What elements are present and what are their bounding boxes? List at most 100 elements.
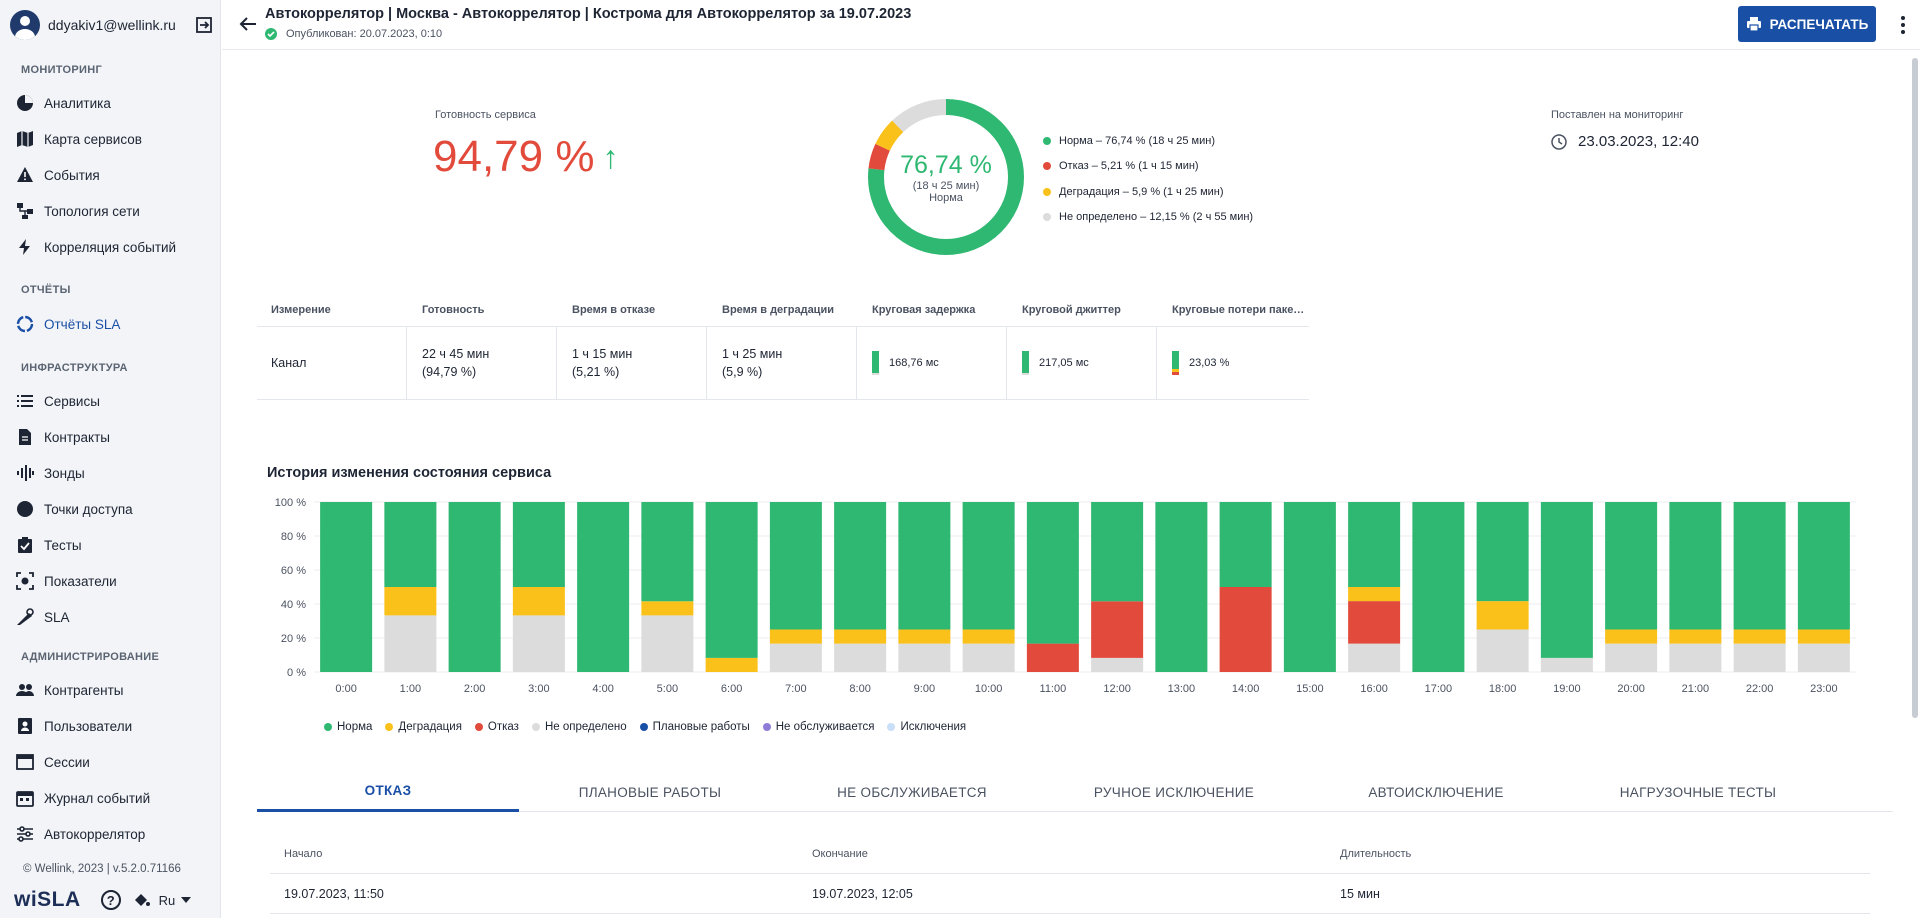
bar-segment[interactable]	[1283, 502, 1336, 672]
bar-segment[interactable]	[834, 629, 887, 644]
sidebar-item-events[interactable]: События	[14, 160, 214, 190]
legend-item[interactable]: Норма	[324, 721, 372, 733]
back-arrow-icon[interactable]	[236, 12, 260, 36]
bar-segment[interactable]	[898, 643, 951, 672]
bar-segment[interactable]	[512, 502, 565, 587]
bar-segment[interactable]	[641, 601, 694, 616]
legend-item[interactable]: Не обслуживается	[762, 721, 874, 733]
sidebar-item-probes[interactable]: Зонды	[14, 458, 214, 488]
bar-segment[interactable]	[1348, 502, 1401, 587]
sidebar-item-sla[interactable]: SLA	[14, 602, 214, 632]
bar-segment[interactable]	[577, 502, 630, 672]
bar-segment[interactable]	[384, 587, 437, 616]
bar-segment[interactable]	[1797, 629, 1850, 644]
tab-planned-work[interactable]: ПЛАНОВЫЕ РАБОТЫ	[578, 784, 722, 800]
bar-segment[interactable]	[1091, 601, 1144, 658]
bar-segment[interactable]	[1669, 629, 1722, 644]
bar-segment[interactable]	[641, 502, 694, 602]
bar-segment[interactable]	[1669, 643, 1722, 672]
language-selector[interactable]: Ru	[133, 892, 192, 908]
tab-not-serviced[interactable]: НЕ ОБСЛУЖИВАЕТСЯ	[837, 784, 987, 800]
tab-load-tests[interactable]: НАГРУЗОЧНЫЕ ТЕСТЫ	[1619, 784, 1777, 800]
bar-segment[interactable]	[1412, 502, 1465, 672]
sidebar-item-topology[interactable]: Топология сети	[14, 196, 214, 226]
bar-segment[interactable]	[1219, 502, 1272, 587]
bar-segment[interactable]	[898, 502, 951, 630]
bar-segment[interactable]	[705, 657, 758, 672]
avatar[interactable]	[10, 10, 40, 40]
sidebar-item-access-points[interactable]: Точки доступа	[14, 494, 214, 524]
bar-segment[interactable]	[1733, 643, 1786, 672]
legend-item[interactable]: Деградация	[385, 721, 462, 733]
bar-segment[interactable]	[1605, 502, 1658, 630]
more-menu-icon[interactable]	[1893, 14, 1913, 36]
sidebar-item-metrics[interactable]: Показатели	[14, 566, 214, 596]
sidebar-item-users[interactable]: Пользователи	[14, 711, 214, 741]
table-row[interactable]: 19.07.2023, 11:50 19.07.2023, 12:05 15 м…	[270, 874, 1870, 914]
legend-item[interactable]: Отказ	[474, 721, 519, 733]
bar-segment[interactable]	[1476, 601, 1529, 630]
sidebar-item-contracts[interactable]: Контракты	[14, 422, 214, 452]
bar-segment[interactable]	[1155, 502, 1208, 672]
bar-segment[interactable]	[320, 502, 373, 672]
bar-segment[interactable]	[962, 502, 1015, 630]
page-scrollbar[interactable]	[1912, 58, 1918, 718]
logout-icon[interactable]	[193, 14, 215, 36]
bar-segment[interactable]	[769, 643, 822, 672]
bar-segment[interactable]	[898, 629, 951, 644]
bar-segment[interactable]	[1348, 601, 1401, 644]
bar-segment[interactable]	[962, 643, 1015, 672]
sidebar-item-services[interactable]: Сервисы	[14, 386, 214, 416]
bar-segment[interactable]	[705, 502, 758, 658]
bar-segment[interactable]	[1733, 629, 1786, 644]
donut-segment[interactable]	[868, 99, 1024, 255]
bar-segment[interactable]	[834, 643, 887, 672]
table-row[interactable]: Канал 22 ч 45 мин (94,79 %) 1 ч 15 мин (5,…	[257, 327, 1309, 400]
help-icon[interactable]: ?	[100, 890, 121, 910]
legend-item[interactable]: Плановые работы	[639, 721, 750, 733]
sidebar-item-counterparties[interactable]: Контрагенты	[14, 675, 214, 705]
sidebar-item-correlation[interactable]: Корреляция событий	[14, 232, 214, 262]
tab-manual-exclusion[interactable]: РУЧНОЕ ИСКЛЮЧЕНИЕ	[1093, 784, 1255, 800]
bar-segment[interactable]	[1219, 587, 1272, 672]
bar-segment[interactable]	[384, 615, 437, 672]
bar-segment[interactable]	[512, 615, 565, 672]
bar-segment[interactable]	[1669, 502, 1722, 630]
bar-segment[interactable]	[834, 502, 887, 630]
sidebar-item-sla-reports[interactable]: Отчёты SLA	[14, 309, 214, 339]
bar-segment[interactable]	[448, 502, 501, 672]
sidebar-item-tests[interactable]: Тесты	[14, 530, 214, 560]
legend-item[interactable]: Исключения	[887, 721, 966, 733]
legend-item[interactable]: Не определено	[531, 721, 627, 733]
bar-segment[interactable]	[1605, 629, 1658, 644]
bar-segment[interactable]	[769, 502, 822, 630]
bar-segment[interactable]	[1476, 502, 1529, 602]
bar-segment[interactable]	[1091, 502, 1144, 602]
sidebar-item-service-map[interactable]: Карта сервисов	[14, 124, 214, 154]
degradation-pct: (5,9 %)	[722, 365, 763, 379]
tab-auto-exclusion[interactable]: АВТОИСКЛЮЧЕНИЕ	[1368, 784, 1504, 800]
sidebar-item-autocorrelator[interactable]: Автокоррелятор	[14, 819, 214, 849]
bar-segment[interactable]	[962, 629, 1015, 644]
bar-segment[interactable]	[1091, 657, 1144, 672]
bar-segment[interactable]	[769, 629, 822, 644]
sidebar-item-sessions[interactable]: Сессии	[14, 747, 214, 777]
bar-segment[interactable]	[1540, 502, 1593, 658]
print-button[interactable]: РАСПЕЧАТАТЬ	[1738, 6, 1876, 42]
bar-segment[interactable]	[1026, 502, 1079, 644]
bar-segment[interactable]	[1348, 587, 1401, 602]
sidebar-item-event-log[interactable]: Журнал событий	[14, 783, 214, 813]
bar-segment[interactable]	[1348, 643, 1401, 672]
bar-segment[interactable]	[512, 587, 565, 616]
bar-segment[interactable]	[1605, 643, 1658, 672]
bar-segment[interactable]	[384, 502, 437, 587]
bar-segment[interactable]	[1026, 643, 1079, 672]
bar-segment[interactable]	[1797, 502, 1850, 630]
bar-segment[interactable]	[1797, 643, 1850, 672]
bar-segment[interactable]	[1476, 629, 1529, 673]
bar-segment[interactable]	[641, 615, 694, 672]
tab-failure[interactable]: ОТКАЗ	[257, 772, 519, 812]
bar-segment[interactable]	[1540, 657, 1593, 672]
bar-segment[interactable]	[1733, 502, 1786, 630]
sidebar-item-analytics[interactable]: Аналитика	[14, 88, 214, 118]
